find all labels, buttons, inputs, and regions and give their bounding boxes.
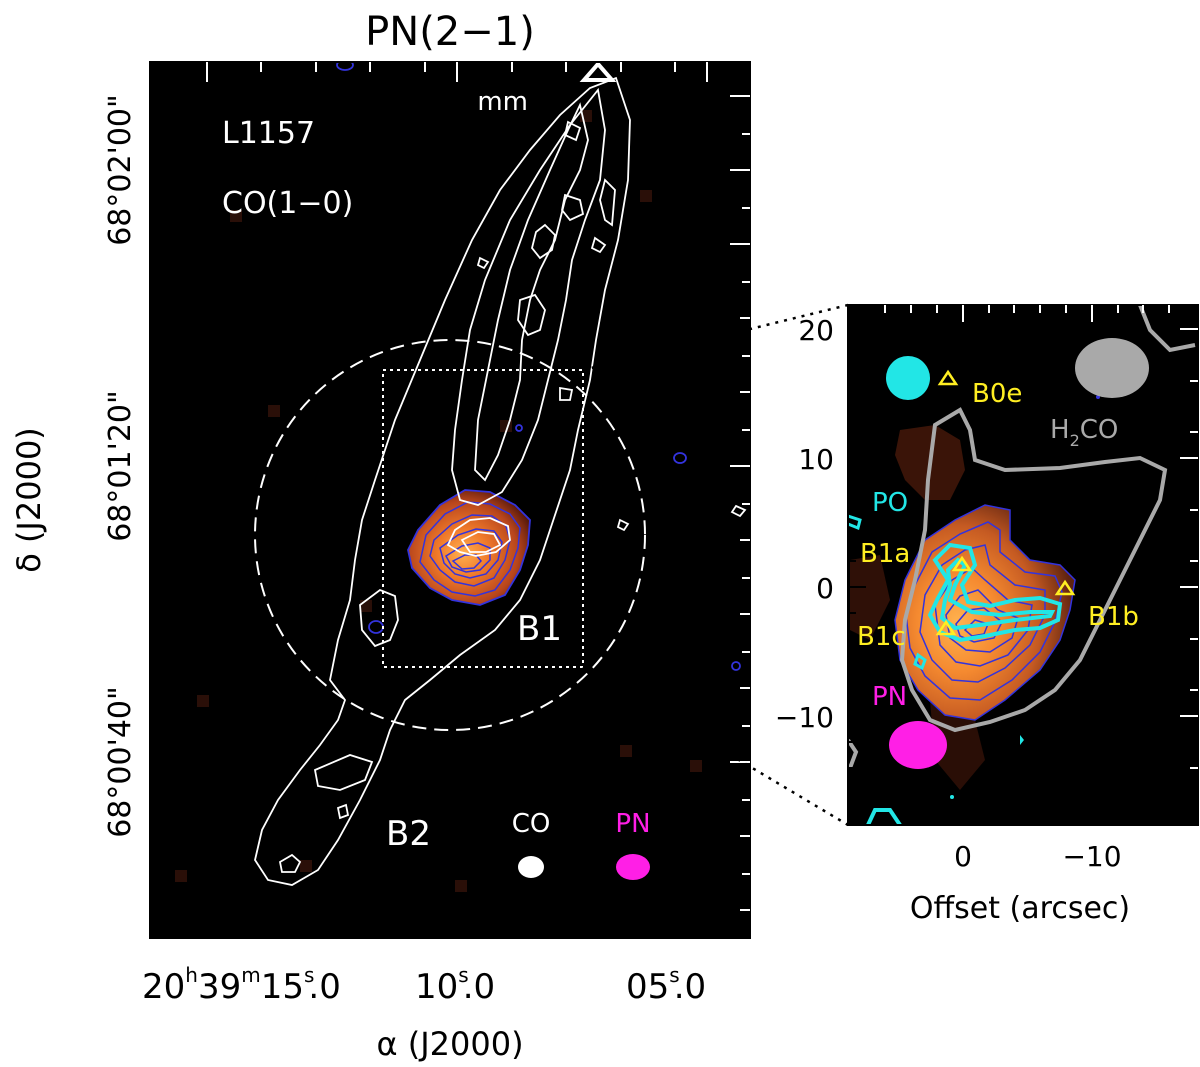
inset-left-ticks <box>848 310 866 820</box>
b1b-marker <box>1054 579 1076 596</box>
inset-y-tick-label: 10 <box>798 443 834 476</box>
tracer-label: CO(1−0) <box>222 186 353 221</box>
h2co-beam <box>1075 338 1149 398</box>
po-contour <box>927 542 1063 643</box>
inset-panel: B0e H2CO PO B1a B1b B1c PN <box>775 304 1199 926</box>
b2-label: B2 <box>386 814 431 854</box>
b0e-label: B0e <box>972 379 1022 409</box>
inset-top-ticks <box>884 305 1170 322</box>
main-top-ticks <box>206 62 708 82</box>
inset-x-axis-title: Offset (arcsec) <box>910 891 1130 926</box>
primary-beam-circle <box>254 339 646 731</box>
co-contours <box>254 76 747 886</box>
zoom-region-box <box>382 369 584 668</box>
pn-emission-b1 <box>407 489 531 606</box>
b1a-label: B1a <box>860 539 910 569</box>
y-tick-label: 68°02'00" <box>103 94 138 246</box>
co-beam-label: CO <box>512 809 551 839</box>
x-tick-label-20h39m15s: 20h39m15s.0 <box>142 963 341 1007</box>
y-axis-title: δ (J2000) <box>10 427 48 573</box>
b1a-marker <box>951 555 973 572</box>
b1c-label: B1c <box>857 622 906 652</box>
inset-y-tick-label: 0 <box>816 572 834 605</box>
pn-beam-label: PN <box>615 809 650 839</box>
po-beam <box>886 356 930 400</box>
main-panel: mm L1157 CO(1−0) B1 B2 CO PN <box>10 61 751 1063</box>
po-label: PO <box>872 488 908 518</box>
b1b-label: B1b <box>1088 602 1139 632</box>
main-bottom-ticks <box>206 918 708 938</box>
inset-pn-label: PN <box>872 682 907 712</box>
main-right-ticks <box>730 95 750 911</box>
inset-pn-beam <box>889 721 947 769</box>
inset-bottom-ticks <box>858 808 1170 825</box>
y-tick-label: 68°00'40" <box>103 686 138 838</box>
source-label: L1157 <box>222 116 315 151</box>
b1-label: B1 <box>517 609 562 649</box>
pn-beam <box>616 854 650 880</box>
x-axis-title: α (J2000) <box>376 1025 523 1063</box>
inset-y-tick-label: 20 <box>798 314 834 347</box>
mm-source-triangle <box>579 62 617 82</box>
b1c-marker <box>935 619 957 636</box>
h2co-contour <box>899 407 1168 733</box>
inset-frame <box>847 304 1199 826</box>
x-tick-label-10s: 10s.0 <box>415 963 495 1007</box>
inset-x-tick-label: −10 <box>1062 840 1121 873</box>
x-tick-label-05s: 05s.0 <box>626 963 706 1007</box>
co-beam <box>518 856 544 878</box>
noise-pixels <box>175 110 702 892</box>
inset-x-tick-label: 0 <box>954 840 972 873</box>
inset-right-ticks <box>1180 328 1198 769</box>
b0e-marker <box>937 369 959 386</box>
y-tick-label: 68°01'20" <box>103 390 138 542</box>
main-left-ticks <box>150 95 170 911</box>
zoom-connector-lines <box>582 303 849 827</box>
mm-label: mm <box>477 87 528 117</box>
inset-y-tick-label: −10 <box>775 701 834 734</box>
figure-title: PN(2−1) <box>365 9 535 55</box>
main-panel-frame <box>149 61 751 939</box>
h2co-label: H2CO <box>1050 415 1118 450</box>
